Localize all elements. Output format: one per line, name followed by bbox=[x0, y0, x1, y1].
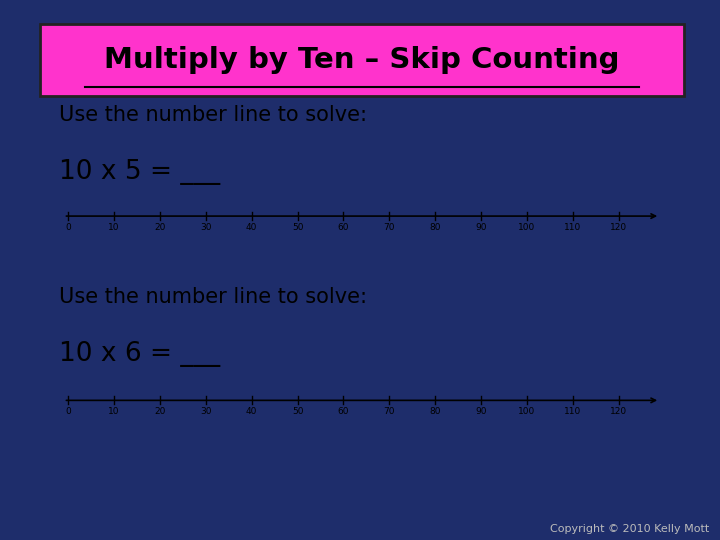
Text: 120: 120 bbox=[611, 407, 627, 416]
Text: 50: 50 bbox=[292, 407, 303, 416]
Text: 80: 80 bbox=[429, 407, 441, 416]
Text: 120: 120 bbox=[611, 222, 627, 232]
Text: 10: 10 bbox=[108, 222, 120, 232]
Text: 10: 10 bbox=[108, 407, 120, 416]
Text: 10 x 5 = ___: 10 x 5 = ___ bbox=[59, 159, 220, 185]
Text: 100: 100 bbox=[518, 222, 536, 232]
Text: 40: 40 bbox=[246, 222, 257, 232]
Text: 20: 20 bbox=[154, 222, 166, 232]
Text: Use the number line to solve:: Use the number line to solve: bbox=[59, 105, 367, 125]
Text: 40: 40 bbox=[246, 407, 257, 416]
Text: 90: 90 bbox=[475, 407, 487, 416]
Text: 110: 110 bbox=[564, 222, 582, 232]
FancyBboxPatch shape bbox=[40, 24, 684, 96]
Text: 0: 0 bbox=[66, 407, 71, 416]
Text: 20: 20 bbox=[154, 407, 166, 416]
Text: 80: 80 bbox=[429, 222, 441, 232]
Text: Multiply by Ten – Skip Counting: Multiply by Ten – Skip Counting bbox=[104, 46, 619, 74]
Text: 30: 30 bbox=[200, 407, 212, 416]
Text: 60: 60 bbox=[338, 222, 349, 232]
Text: 0: 0 bbox=[66, 222, 71, 232]
Text: Use the number line to solve:: Use the number line to solve: bbox=[59, 287, 367, 307]
Text: 30: 30 bbox=[200, 222, 212, 232]
Text: 10 x 6 = ___: 10 x 6 = ___ bbox=[59, 341, 220, 367]
Text: 70: 70 bbox=[384, 222, 395, 232]
Text: 100: 100 bbox=[518, 407, 536, 416]
Text: 90: 90 bbox=[475, 222, 487, 232]
Text: Copyright © 2010 Kelly Mott: Copyright © 2010 Kelly Mott bbox=[550, 523, 709, 534]
Text: 60: 60 bbox=[338, 407, 349, 416]
Text: 70: 70 bbox=[384, 407, 395, 416]
Text: 110: 110 bbox=[564, 407, 582, 416]
Text: 50: 50 bbox=[292, 222, 303, 232]
